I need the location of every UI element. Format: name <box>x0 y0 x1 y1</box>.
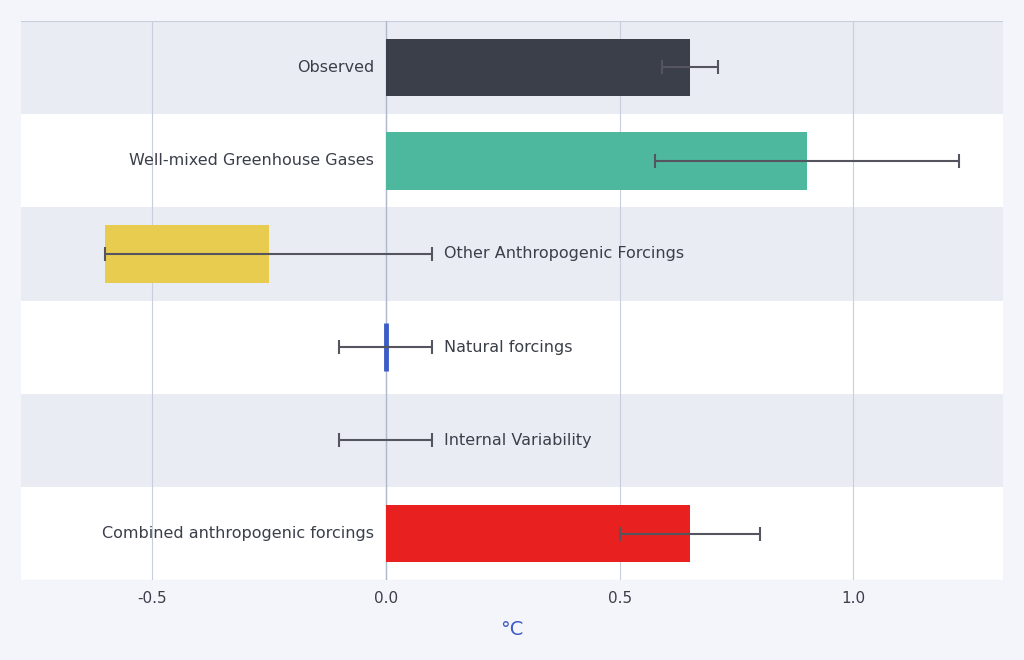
Text: Observed: Observed <box>297 60 374 75</box>
Bar <box>105 225 268 282</box>
Bar <box>20 487 1004 580</box>
Text: Other Anthropogenic Forcings: Other Anthropogenic Forcings <box>444 246 684 261</box>
Bar <box>386 505 690 562</box>
Bar <box>386 132 807 189</box>
Text: Natural forcings: Natural forcings <box>444 340 572 354</box>
Text: Internal Variability: Internal Variability <box>444 433 592 448</box>
X-axis label: °C: °C <box>501 620 523 639</box>
Bar <box>20 114 1004 207</box>
Text: Well-mixed Greenhouse Gases: Well-mixed Greenhouse Gases <box>129 153 374 168</box>
Bar <box>20 300 1004 394</box>
Bar <box>386 38 690 96</box>
Bar <box>20 394 1004 487</box>
Bar <box>20 207 1004 300</box>
Text: Combined anthropogenic forcings: Combined anthropogenic forcings <box>102 526 374 541</box>
Bar <box>20 21 1004 114</box>
